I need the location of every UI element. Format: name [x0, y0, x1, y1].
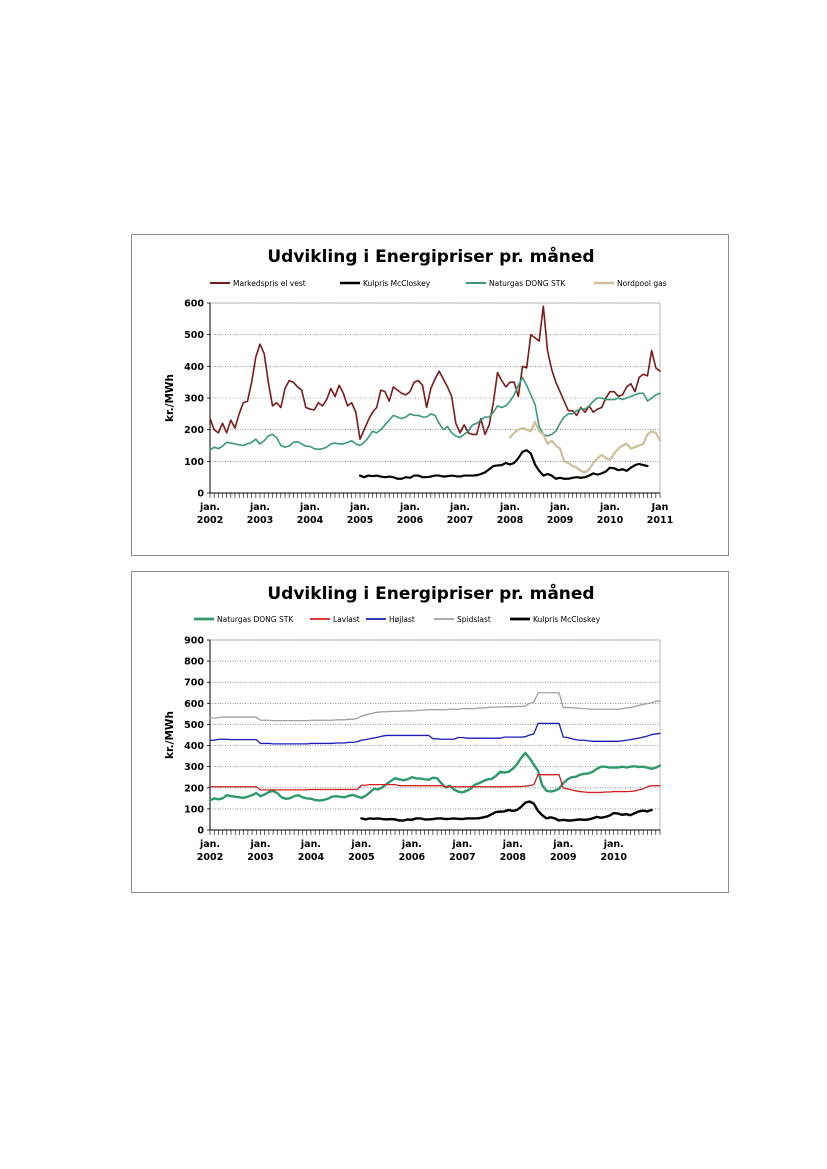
chart-panel-1: Udvikling i Energipriser pr. måned Marked… — [131, 234, 729, 556]
y-tick-label: 700 — [184, 678, 204, 689]
series-line — [208, 751, 662, 802]
series-line — [508, 420, 662, 474]
line-chart-2: Udvikling i Energipriser pr. måned Naturg… — [164, 582, 662, 863]
legend-label: Kulpris McCloskey — [533, 615, 601, 624]
legend-label: Naturgas DONG STK — [217, 615, 294, 624]
x-tick-label: 2004 — [298, 852, 325, 863]
y-axis-label: kr./MWh — [164, 711, 176, 759]
y-tick-label: 0 — [197, 489, 204, 500]
legend-label: Nordpool gas — [617, 279, 667, 288]
x-tick-label: 2005 — [347, 515, 373, 526]
y-tick-label: 800 — [184, 657, 204, 668]
chart-title: Udvikling i Energipriser pr. måned — [267, 245, 594, 267]
x-tick-label: 2006 — [399, 852, 426, 863]
series-line — [209, 692, 661, 722]
x-tick-label: 2007 — [449, 852, 475, 863]
legend-label: Højlast — [389, 615, 415, 624]
x-tick-label: jan. — [399, 502, 420, 513]
y-tick-label: 300 — [184, 762, 204, 773]
series-line — [209, 376, 661, 452]
y-tick-label: 500 — [184, 330, 204, 341]
y-tick-label: 400 — [184, 362, 204, 373]
y-tick-label: 200 — [184, 425, 204, 436]
chart-panel-2: Udvikling i Energipriser pr. måned Naturg… — [131, 571, 729, 893]
x-tick-label: jan. — [249, 839, 270, 850]
x-tick-label: jan. — [552, 839, 573, 850]
legend-label: Lavlast — [333, 615, 360, 624]
x-tick-label: jan. — [199, 839, 220, 850]
x-tick-label: jan. — [349, 502, 370, 513]
y-tick-label: 100 — [184, 804, 204, 815]
x-tick-label: jan. — [249, 502, 270, 513]
series-line — [209, 774, 661, 794]
series-line — [209, 722, 661, 745]
series-line — [358, 449, 649, 480]
x-tick-label: jan. — [502, 839, 523, 850]
legend-label: Kulpris McCloskey — [363, 279, 431, 288]
x-tick-label: Jan — [651, 502, 669, 513]
y-tick-label: 300 — [184, 394, 204, 405]
x-tick-label: 2011 — [647, 515, 673, 526]
series-line — [209, 305, 661, 440]
x-tick-label: 2009 — [547, 515, 573, 526]
x-tick-label: jan. — [599, 502, 620, 513]
legend-label: Naturgas DONG STK — [489, 279, 566, 288]
x-tick-label: 2010 — [597, 515, 624, 526]
legend-label: Markedspris el vest — [233, 279, 306, 288]
legend-label: Spidslast — [457, 615, 491, 624]
line-chart-1: Udvikling i Energipriser pr. måned Marked… — [164, 245, 673, 526]
x-tick-label: 2006 — [397, 515, 424, 526]
x-tick-label: jan. — [549, 502, 570, 513]
x-tick-label: 2009 — [550, 852, 576, 863]
x-tick-label: 2008 — [500, 852, 527, 863]
y-tick-label: 600 — [184, 699, 204, 710]
x-tick-label: jan. — [199, 502, 220, 513]
y-tick-label: 0 — [197, 826, 204, 837]
series-line — [360, 800, 653, 822]
x-tick-label: 2010 — [601, 852, 628, 863]
x-tick-label: jan. — [350, 839, 371, 850]
y-tick-label: 500 — [184, 720, 204, 731]
y-axis-label: kr./MWh — [164, 374, 176, 422]
y-tick-label: 200 — [184, 783, 204, 794]
y-tick-label: 100 — [184, 457, 204, 468]
x-tick-label: 2003 — [247, 515, 273, 526]
y-tick-label: 400 — [184, 741, 204, 752]
x-tick-label: jan. — [401, 839, 422, 850]
y-tick-label: 600 — [184, 299, 204, 310]
x-tick-label: 2004 — [297, 515, 324, 526]
x-tick-label: 2002 — [197, 852, 223, 863]
x-tick-label: 2007 — [447, 515, 473, 526]
x-tick-label: jan. — [449, 502, 470, 513]
x-tick-label: jan. — [603, 839, 624, 850]
x-tick-label: jan. — [300, 839, 321, 850]
x-tick-label: 2002 — [197, 515, 223, 526]
y-tick-label: 900 — [184, 636, 204, 647]
x-tick-label: 2005 — [348, 852, 374, 863]
x-tick-label: jan. — [299, 502, 320, 513]
x-tick-label: 2003 — [247, 852, 273, 863]
plot-area — [210, 640, 660, 830]
x-tick-label: 2008 — [497, 515, 524, 526]
x-tick-label: jan. — [451, 839, 472, 850]
chart-title: Udvikling i Energipriser pr. måned — [267, 582, 594, 604]
x-tick-label: jan. — [499, 502, 520, 513]
